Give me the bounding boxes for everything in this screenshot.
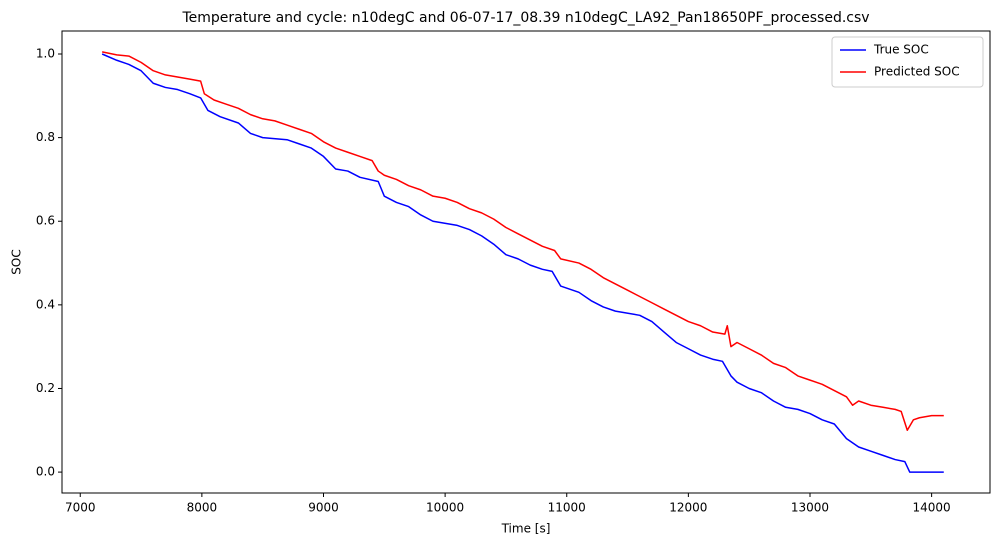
y-tick-label: 0.8 [36, 130, 55, 144]
x-tick-label: 10000 [426, 501, 464, 515]
y-tick-label: 0.6 [36, 214, 55, 228]
y-tick-label: 0.0 [36, 465, 55, 479]
x-axis-label: Time [s] [501, 522, 551, 536]
chart-title: Temperature and cycle: n10degC and 06-07… [181, 10, 869, 26]
x-tick-label: 7000 [65, 501, 96, 515]
legend-label: Predicted SOC [874, 65, 960, 79]
x-tick-label: 9000 [308, 501, 339, 515]
x-tick-label: 13000 [791, 501, 829, 515]
legend-label: True SOC [873, 43, 929, 57]
y-tick-label: 1.0 [36, 46, 55, 60]
series-line [101, 53, 944, 473]
y-axis-label: SOC [10, 249, 24, 274]
series-line [101, 51, 944, 432]
x-tick-label: 11000 [548, 501, 586, 515]
x-tick-label: 8000 [187, 501, 218, 515]
x-tick-label: 14000 [913, 501, 951, 515]
plot-frame [61, 30, 991, 494]
y-tick-label: 0.4 [36, 297, 55, 311]
legend: True SOC Predicted SOC [831, 36, 984, 88]
y-tick-label: 0.2 [36, 381, 55, 395]
legend-box [831, 36, 984, 88]
x-tick-label: 12000 [669, 501, 707, 515]
